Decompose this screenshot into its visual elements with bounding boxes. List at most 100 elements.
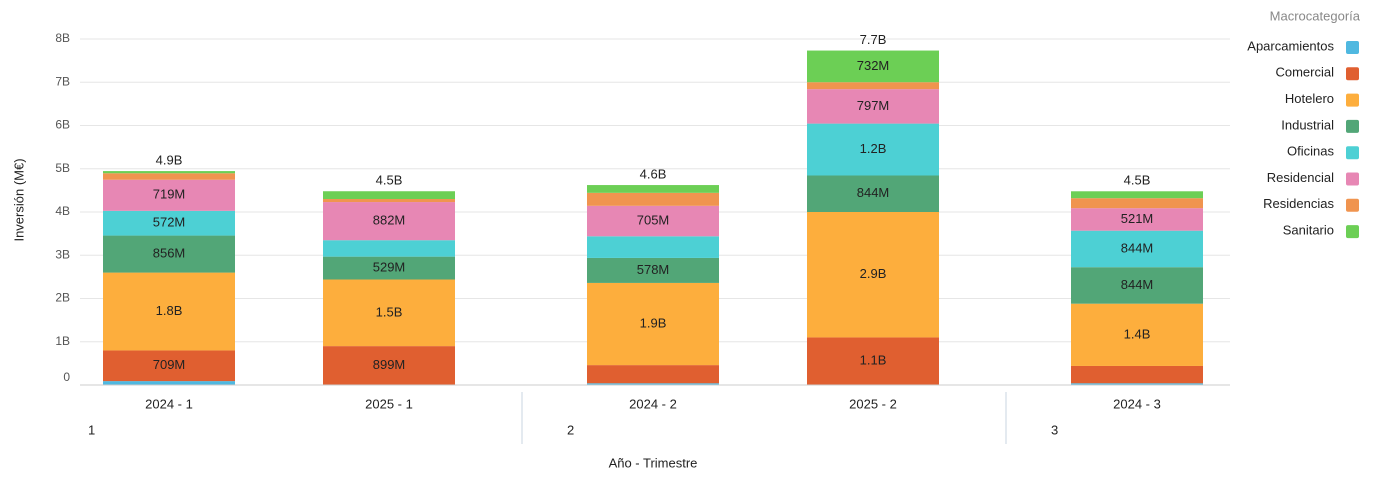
data-label: 1.4B <box>1124 326 1151 341</box>
data-label: 529M <box>373 260 406 275</box>
bar-segment <box>1071 198 1203 209</box>
bar-segment <box>807 175 939 212</box>
data-label: 521M <box>1121 211 1154 226</box>
bar-segment <box>1071 230 1203 268</box>
bar-segment <box>587 383 719 385</box>
y-tick-label: 4B <box>55 204 70 218</box>
data-label: 797M <box>857 98 890 113</box>
x-tick-label: 2025 - 1 <box>365 396 413 411</box>
legend-label: Oficinas <box>1287 144 1334 159</box>
bar-segment <box>323 240 455 257</box>
x-axis-label: Año - Trimestre <box>609 455 698 470</box>
legend-title: Macrocategoría <box>1270 8 1361 23</box>
total-label: 4.6B <box>640 166 667 181</box>
bar-segment <box>807 337 939 385</box>
y-tick-label: 8B <box>55 31 70 45</box>
bar-segment <box>103 350 235 382</box>
bar-segment <box>1071 191 1203 199</box>
data-label: 856M <box>153 246 186 261</box>
bar-segment <box>587 185 719 193</box>
bar-segment <box>103 235 235 273</box>
bar-segment <box>587 192 719 206</box>
data-label: 578M <box>637 262 670 277</box>
data-label: 1.1B <box>860 353 887 368</box>
group-label: 1 <box>88 422 95 437</box>
data-label: 844M <box>857 185 890 200</box>
x-tick-label: 2025 - 2 <box>849 396 897 411</box>
total-label: 4.9B <box>156 153 183 168</box>
bar-segment <box>1071 303 1203 366</box>
bar-segment <box>807 89 939 124</box>
bar-segment <box>103 381 235 385</box>
bar-segment <box>1071 267 1203 304</box>
data-label: 2.9B <box>860 266 887 281</box>
data-label: 844M <box>1121 240 1154 255</box>
bar-segment <box>587 257 719 283</box>
legend-swatch <box>1346 119 1359 133</box>
legend-label: Residencial <box>1267 170 1334 185</box>
bar-segment <box>323 346 455 385</box>
bar-segment <box>323 199 455 203</box>
data-label: 1.9B <box>640 315 667 330</box>
x-tick-label: 2024 - 3 <box>1113 396 1161 411</box>
legend-swatch <box>1346 93 1359 107</box>
legend-label: Aparcamientos <box>1247 38 1334 53</box>
data-label: 705M <box>637 212 670 227</box>
data-label: 572M <box>153 215 186 230</box>
bar-segment <box>103 171 235 174</box>
legend-swatch <box>1346 172 1359 186</box>
bar-segment <box>1071 383 1203 385</box>
y-tick-label: 7B <box>55 74 70 88</box>
data-label: 1.5B <box>376 304 403 319</box>
data-label: 732M <box>857 58 890 73</box>
legend-label: Residencias <box>1263 196 1334 211</box>
bar-segment <box>323 279 455 347</box>
data-label: 709M <box>153 357 186 372</box>
bar-segment <box>323 256 455 280</box>
y-tick-label: 5B <box>55 161 70 175</box>
y-axis-label: Inversión (M€) <box>11 158 26 241</box>
y-tick-label: 6B <box>55 118 70 132</box>
legend-swatch <box>1346 146 1359 160</box>
data-label: 899M <box>373 357 406 372</box>
legend-swatch <box>1346 198 1359 212</box>
bar-segment <box>103 179 235 211</box>
legend-label: Industrial <box>1281 117 1334 132</box>
total-label: 4.5B <box>1124 173 1151 188</box>
bar-segment <box>103 272 235 351</box>
data-label: 1.2B <box>860 141 887 156</box>
data-label: 844M <box>1121 277 1154 292</box>
bar-segment <box>1071 365 1203 384</box>
total-label: 4.5B <box>376 173 403 188</box>
bar-segment <box>103 210 235 236</box>
group-label: 2 <box>567 422 574 437</box>
bar-segment <box>587 365 719 384</box>
bar-segment <box>323 202 455 241</box>
total-label: 7.7B <box>860 32 887 47</box>
legend-swatch <box>1346 41 1359 54</box>
bar-segment <box>103 173 235 180</box>
bar-segment <box>587 236 719 258</box>
legend-label: Comercial <box>1275 65 1334 80</box>
legend-swatch <box>1346 67 1359 81</box>
bar-segment <box>807 50 939 83</box>
bar-segment <box>807 212 939 338</box>
bar-segment <box>807 82 939 90</box>
x-tick-label: 2024 - 2 <box>629 396 677 411</box>
data-label: 1.8B <box>156 303 183 318</box>
bar-segment <box>1071 208 1203 231</box>
bar-segment <box>807 123 939 176</box>
data-label: 719M <box>153 187 186 202</box>
y-tick-label: 3B <box>55 247 70 261</box>
bar-segment <box>323 191 455 200</box>
legend-swatch <box>1346 225 1359 239</box>
bar-segment <box>587 205 719 237</box>
legend-label: Hotelero <box>1285 91 1334 106</box>
group-label: 3 <box>1051 422 1058 437</box>
y-tick-label: 1B <box>55 334 70 348</box>
x-tick-label: 2024 - 1 <box>145 396 193 411</box>
y-tick-label: 0 <box>63 370 70 384</box>
data-label: 882M <box>373 213 406 228</box>
bar-segment <box>587 282 719 366</box>
